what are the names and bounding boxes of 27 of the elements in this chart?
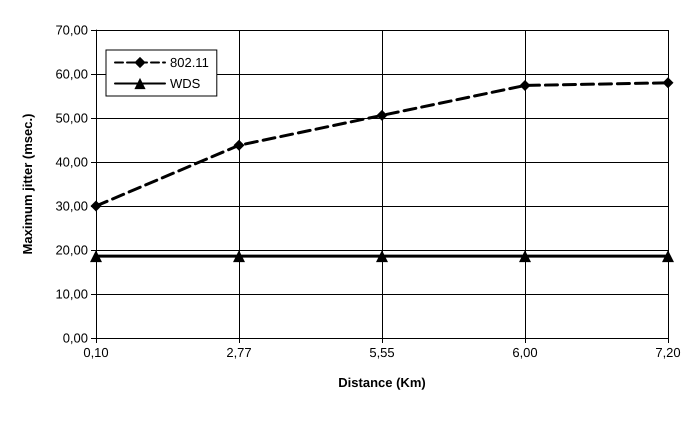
point bbox=[662, 250, 674, 262]
point bbox=[662, 77, 674, 88]
point bbox=[520, 80, 530, 91]
point bbox=[233, 250, 245, 262]
y-tick-label: 50,00 bbox=[55, 110, 88, 126]
y-axis-title: Maximum jitter (msec.) bbox=[20, 114, 35, 254]
point bbox=[90, 250, 102, 262]
y-tick-label: 0,00 bbox=[62, 330, 88, 346]
y-tick-label: 10,00 bbox=[55, 286, 88, 302]
x-tick-label: 2,77 bbox=[226, 345, 252, 360]
y-tick-label: 60,00 bbox=[55, 66, 88, 82]
x-axis-title: Distance (Km) bbox=[338, 375, 426, 390]
x-tick-label: 0,10 bbox=[83, 345, 109, 360]
point bbox=[90, 200, 102, 212]
point bbox=[376, 110, 388, 121]
point bbox=[376, 250, 388, 262]
x-tick-label: 7,20 bbox=[655, 345, 681, 360]
legend-label: WDS bbox=[170, 76, 201, 91]
y-tick-label: 40,00 bbox=[55, 154, 88, 170]
legend-label: 802.11 bbox=[170, 55, 209, 70]
x-tick-label: 6,00 bbox=[512, 345, 538, 360]
y-tick-label: 70,00 bbox=[55, 22, 88, 38]
y-tick-label: 30,00 bbox=[55, 198, 88, 214]
point bbox=[234, 140, 244, 151]
y-tick-label: 20,00 bbox=[55, 242, 88, 258]
point bbox=[519, 250, 531, 262]
x-tick-label: 5,55 bbox=[369, 345, 395, 360]
